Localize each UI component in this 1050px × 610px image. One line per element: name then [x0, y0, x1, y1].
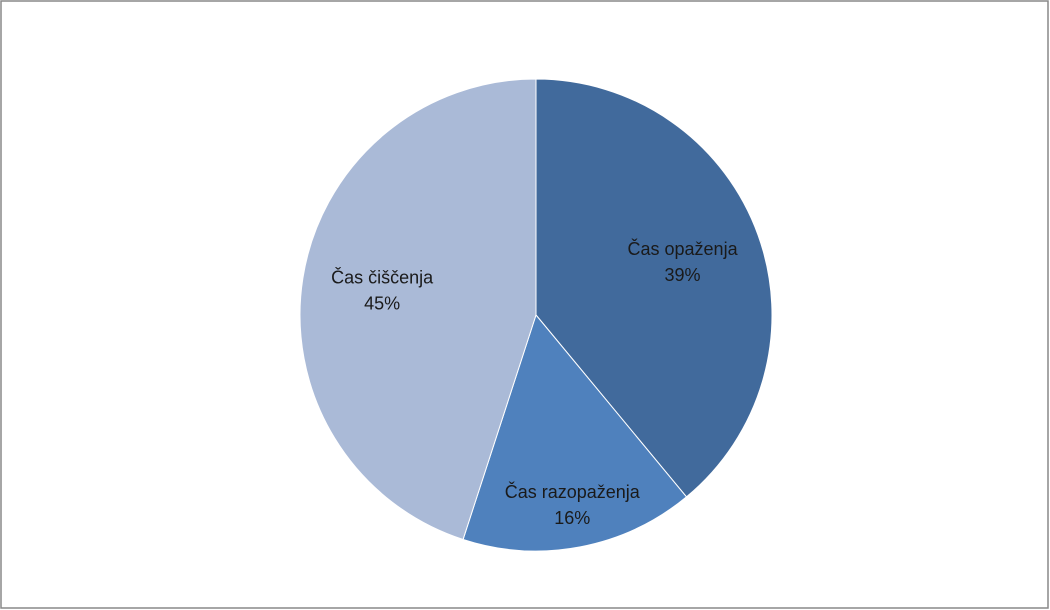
data-label-value: 16%: [554, 508, 590, 528]
pie-slice: [462, 313, 688, 552]
pie-slice: [299, 78, 537, 541]
data-label-category: Čas opaženja: [628, 238, 739, 259]
pie-slice: [535, 78, 773, 498]
data-label-category: Čas razopaženja: [505, 481, 641, 502]
data-label-value: 45%: [364, 293, 400, 313]
data-label-category: Čas čiščenja: [331, 266, 434, 287]
data-label-value: 39%: [665, 265, 701, 285]
